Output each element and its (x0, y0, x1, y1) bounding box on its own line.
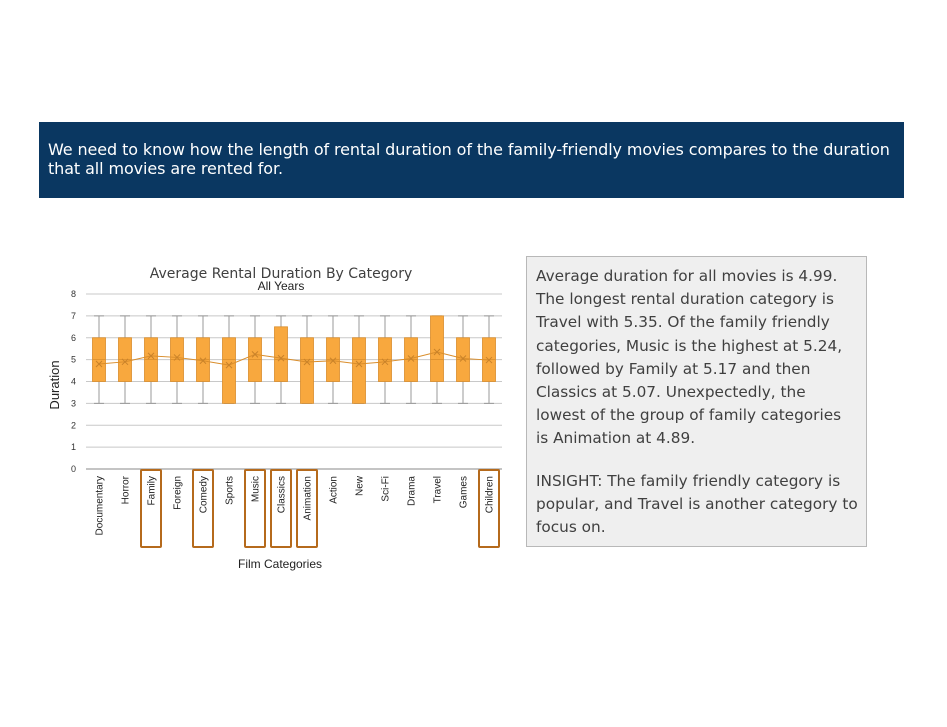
insight-conclusion: INSIGHT: The family friendly category is… (536, 470, 858, 540)
box-travel (431, 316, 444, 404)
box-action (327, 316, 340, 404)
x-tick-label: Action (329, 476, 340, 504)
banner-text: We need to know how the length of rental… (48, 140, 894, 178)
insight-summary: Average duration for all movies is 4.99.… (536, 265, 858, 451)
box-animation (301, 316, 314, 404)
x-tick-label: Documentary (95, 476, 106, 535)
x-tick-label: Foreign (173, 476, 184, 510)
insight-panel: Average duration for all movies is 4.99.… (526, 256, 867, 547)
chart-subtitle: All Years (258, 279, 305, 293)
box-sci-fi (379, 316, 392, 404)
y-tick-label: 8 (71, 289, 76, 299)
y-axis-label: Duration (47, 360, 62, 409)
box-horror (119, 316, 132, 404)
x-tick-label: Family (147, 476, 158, 505)
x-axis-label: Film Categories (238, 557, 322, 571)
box-iqr (431, 316, 444, 382)
box-plot-chart: Average Rental Duration By Category All … (40, 260, 520, 580)
chart-svg: Average Rental Duration By Category All … (40, 260, 520, 580)
y-tick-label: 7 (71, 311, 76, 321)
x-tick-labels: Documentary Horror Family Foreign Comedy Spor… (95, 475, 496, 535)
x-tick-label: Sports (225, 476, 236, 505)
x-tick-label: New (355, 475, 366, 496)
y-tick-label: 3 (71, 398, 76, 408)
x-tick-label: Music (251, 476, 262, 502)
box-comedy (197, 316, 210, 404)
box-drama (405, 316, 418, 404)
y-tick-label: 4 (71, 377, 76, 387)
y-tick-label: 2 (71, 420, 76, 430)
x-tick-label: Classics (277, 476, 288, 513)
box-family (145, 316, 158, 404)
x-tick-label: Comedy (199, 476, 210, 513)
x-tick-label: Animation (303, 476, 314, 520)
y-tick-label: 6 (71, 333, 76, 343)
box-sports (223, 316, 236, 404)
box-iqr (223, 338, 236, 404)
x-tick-label: Children (485, 476, 496, 513)
x-tick-label: Horror (121, 475, 132, 504)
box-iqr (301, 338, 314, 404)
header-banner: We need to know how the length of rental… (39, 122, 904, 198)
box-iqr (275, 327, 288, 382)
box-music (249, 316, 262, 404)
y-tick-label: 0 (71, 464, 76, 474)
box-documentary (93, 316, 106, 404)
box-classics (275, 316, 288, 404)
box-iqr (353, 338, 366, 404)
y-tick-labels: 0 1 2 3 4 5 6 7 8 (71, 289, 76, 474)
y-tick-label: 5 (71, 355, 76, 365)
box-games (457, 316, 470, 404)
x-tick-label: Travel (433, 476, 444, 503)
family-category-highlights (141, 470, 499, 547)
x-tick-label: Games (459, 476, 470, 508)
box-foreign (171, 316, 184, 404)
box-new (353, 316, 366, 404)
x-tick-label: Sci-Fi (381, 476, 392, 502)
y-tick-label: 1 (71, 442, 76, 452)
x-tick-label: Drama (407, 476, 418, 506)
